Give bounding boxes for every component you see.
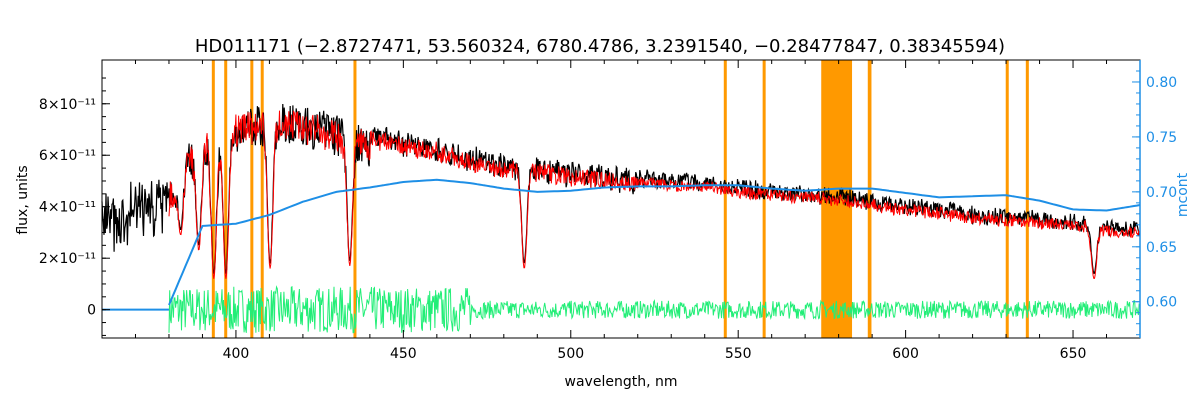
mask-band — [867, 60, 872, 338]
mask-band — [723, 60, 727, 338]
x-axis-label: wavelength, nm — [565, 374, 678, 390]
y-tick-label-left: 2×10⁻¹¹ — [39, 251, 96, 267]
mask-band — [353, 60, 357, 338]
y-tick-label-left: 6×10⁻¹¹ — [39, 148, 96, 164]
right-axis-ticks: 0.60 0.65 0.70 0.75 0.80 — [1132, 70, 1177, 336]
mask-band — [250, 60, 254, 338]
mask-band — [224, 60, 228, 338]
y-tick-label-right: 0.75 — [1146, 130, 1177, 146]
plot-series — [101, 103, 1141, 334]
y-tick-label-right: 0.60 — [1146, 295, 1177, 311]
x-tick-label: 450 — [390, 346, 417, 362]
y-tick-label-right: 0.65 — [1146, 240, 1177, 256]
y-tick-label-left: 4×10⁻¹¹ — [39, 200, 96, 216]
x-tick-label: 600 — [892, 346, 919, 362]
continuum-series — [168, 178, 1141, 306]
y-tick-label-right: 0.70 — [1146, 185, 1177, 201]
residuals-series — [168, 285, 1141, 334]
x-tick-label: 550 — [725, 346, 752, 362]
x-tick-label: 500 — [557, 346, 584, 362]
right-axis-label: mcont — [1175, 172, 1191, 217]
mask-band — [1005, 60, 1009, 338]
left-axis-ticks: 0 2×10⁻¹¹ 4×10⁻¹¹ 6×10⁻¹¹ 8×10⁻¹¹ — [39, 77, 110, 336]
chart-title: HD011171 (−2.8727471, 53.560324, 6780.47… — [195, 36, 1005, 57]
mask-band — [211, 60, 215, 338]
x-tick-label: 400 — [223, 346, 250, 362]
y-tick-label-left: 8×10⁻¹¹ — [39, 97, 96, 113]
mask-band — [260, 60, 264, 338]
x-tick-label: 650 — [1060, 346, 1087, 362]
y-tick-label-left: 0 — [87, 303, 96, 319]
y-tick-label-right: 0.80 — [1146, 75, 1177, 91]
left-axis-label: flux, units — [15, 165, 31, 234]
model-spectrum-series — [168, 110, 1140, 279]
x-axis-ticks: 400 450 500 550 600 650 — [134, 60, 1108, 362]
